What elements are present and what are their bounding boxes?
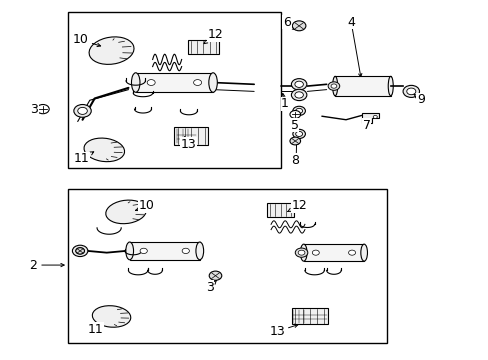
Circle shape	[330, 84, 336, 88]
Circle shape	[402, 85, 419, 98]
Text: 9: 9	[413, 93, 424, 107]
Circle shape	[295, 248, 307, 257]
Text: 1: 1	[281, 97, 288, 110]
Text: 2: 2	[29, 258, 37, 271]
Circle shape	[312, 250, 319, 255]
Circle shape	[348, 250, 355, 255]
Ellipse shape	[332, 76, 337, 96]
Ellipse shape	[196, 242, 203, 260]
Ellipse shape	[300, 244, 306, 261]
Text: 13: 13	[269, 324, 297, 338]
Text: 12: 12	[203, 28, 223, 44]
Circle shape	[72, 245, 88, 257]
Circle shape	[289, 137, 300, 145]
Circle shape	[78, 107, 87, 114]
Circle shape	[292, 129, 305, 139]
Circle shape	[76, 248, 84, 254]
Ellipse shape	[89, 37, 134, 64]
Polygon shape	[174, 127, 208, 145]
Circle shape	[372, 116, 377, 118]
Text: 8: 8	[290, 154, 298, 167]
Circle shape	[294, 81, 303, 87]
Circle shape	[140, 248, 147, 253]
Polygon shape	[361, 113, 378, 123]
Polygon shape	[291, 309, 327, 324]
Ellipse shape	[125, 242, 133, 260]
Bar	[334, 76, 390, 96]
Bar	[136, 73, 213, 92]
Circle shape	[147, 80, 155, 85]
Ellipse shape	[105, 200, 146, 224]
Circle shape	[291, 78, 306, 90]
Bar	[68, 12, 280, 168]
Circle shape	[298, 250, 305, 255]
Text: 3: 3	[205, 280, 216, 294]
Bar	[129, 242, 200, 260]
Text: 13: 13	[181, 137, 196, 151]
Circle shape	[292, 21, 305, 31]
Ellipse shape	[131, 73, 140, 92]
Text: 4: 4	[346, 16, 354, 29]
Circle shape	[209, 271, 222, 280]
Polygon shape	[187, 40, 219, 54]
Text: 11: 11	[74, 152, 94, 165]
Circle shape	[294, 92, 303, 98]
Circle shape	[295, 131, 302, 136]
Ellipse shape	[360, 244, 366, 261]
Ellipse shape	[84, 138, 124, 162]
Polygon shape	[267, 203, 293, 217]
Circle shape	[76, 248, 84, 254]
Circle shape	[37, 104, 49, 114]
Bar	[68, 189, 386, 343]
Circle shape	[292, 106, 305, 116]
Text: 11: 11	[87, 323, 103, 336]
Text: 10: 10	[73, 33, 101, 46]
Circle shape	[74, 104, 91, 117]
Circle shape	[327, 82, 339, 90]
Circle shape	[406, 88, 415, 95]
Text: 12: 12	[287, 199, 306, 212]
Circle shape	[182, 248, 189, 253]
Text: 7: 7	[362, 118, 370, 131]
Text: 6: 6	[283, 16, 290, 29]
Text: 5: 5	[290, 118, 298, 131]
Ellipse shape	[387, 76, 392, 96]
Ellipse shape	[92, 306, 130, 327]
Circle shape	[193, 80, 201, 85]
Circle shape	[295, 108, 302, 113]
Text: 3: 3	[30, 103, 38, 116]
Ellipse shape	[208, 73, 217, 92]
Bar	[303, 244, 364, 261]
Circle shape	[291, 89, 306, 100]
Circle shape	[289, 111, 300, 118]
Text: 10: 10	[135, 199, 155, 212]
